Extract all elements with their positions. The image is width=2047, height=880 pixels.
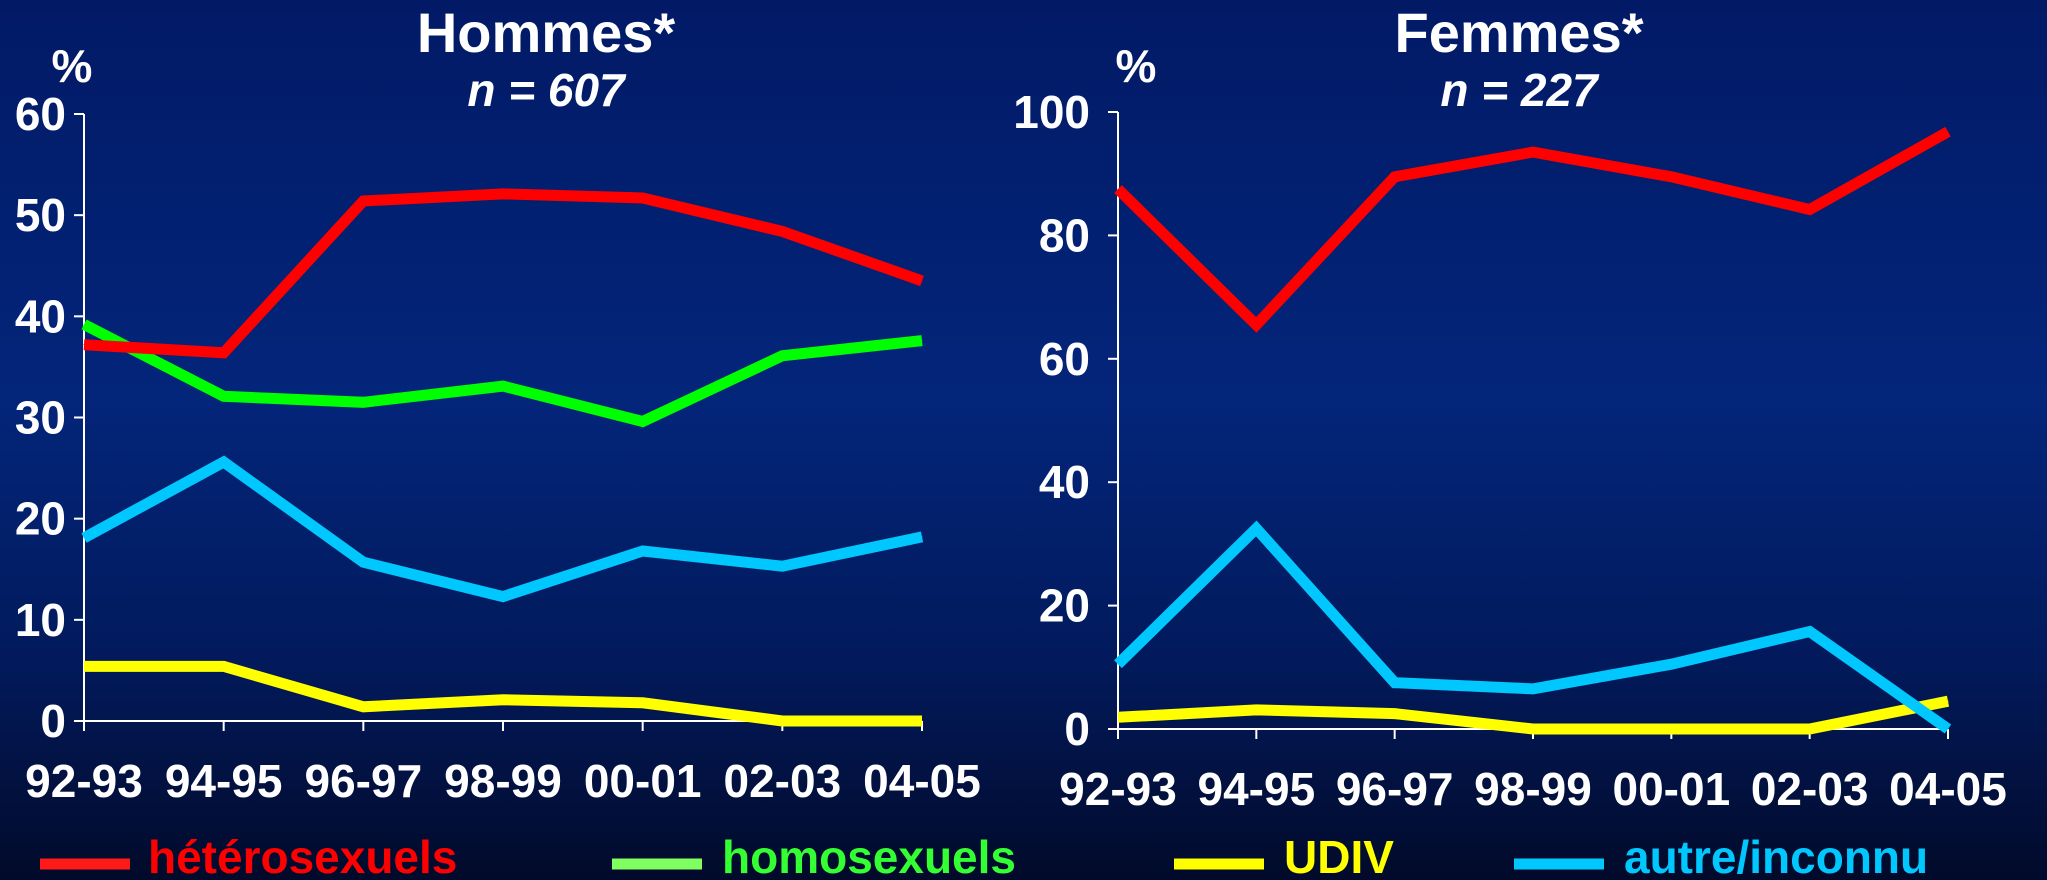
series-line-autre-inconnu [1114,520,1952,734]
y-tick-label-80: 80 [1039,209,1090,261]
data-point-autre-inconnu-98-99 [1532,688,1534,690]
series-line-udiv [1117,695,1950,735]
x-tick-label-00-01: 00-01 [584,755,702,807]
data-point-autre-inconnu-92-93 [1117,663,1119,665]
y-tick-label-10: 10 [15,594,66,646]
y-tick-label-60: 60 [1039,333,1090,385]
data-point-homosexuels-00-01 [642,421,644,423]
data-point-autre-inconnu-02-03 [1809,631,1811,633]
x-tick-label-96-97: 96-97 [1336,763,1454,815]
y-tick-label-50: 50 [15,189,66,241]
data-point-udiv-96-97 [362,706,364,708]
data-point-heterosexuels-04-05 [1947,131,1949,133]
data-point-autre-inconnu-94-95 [223,461,225,463]
data-point-heterosexuels-94-95 [223,352,225,354]
y-tick-label-20: 20 [15,493,66,545]
legend-label-udiv: UDIV [1284,831,1394,880]
data-point-udiv-00-01 [1670,728,1672,730]
chart-subtitle: n = 227 [1440,64,1600,116]
data-point-homosexuels-92-93 [83,323,85,325]
chart-subtitle: n = 607 [467,64,627,116]
y-axis-label: % [1116,40,1157,92]
series-line-heterosexuels [83,188,924,359]
data-point-heterosexuels-00-01 [642,197,644,199]
data-point-heterosexuels-02-03 [781,230,783,232]
data-point-heterosexuels-94-95 [1255,324,1257,326]
data-point-autre-inconnu-00-01 [1670,663,1672,665]
y-tick-label-0: 0 [1064,703,1090,755]
y-tick-label-100: 100 [1013,86,1090,138]
data-point-autre-inconnu-98-99 [502,596,504,598]
data-point-autre-inconnu-96-97 [1394,682,1396,684]
data-point-udiv-94-95 [223,665,225,667]
data-point-heterosexuels-02-03 [1809,208,1811,210]
x-tick-label-92-93: 92-93 [1059,763,1177,815]
data-point-homosexuels-98-99 [502,385,504,387]
y-tick-label-0: 0 [40,695,66,747]
y-tick-label-60: 60 [15,88,66,140]
data-point-udiv-96-97 [1394,713,1396,715]
x-tick-label-96-97: 96-97 [305,755,423,807]
data-point-heterosexuels-00-01 [1670,176,1672,178]
data-point-udiv-98-99 [1532,728,1534,730]
data-point-autre-inconnu-94-95 [1255,527,1257,529]
data-point-homosexuels-04-05 [921,340,923,342]
y-axis-label: % [52,40,93,92]
y-tick-label-30: 30 [15,392,66,444]
series-line-heterosexuels [1114,126,1951,333]
data-point-heterosexuels-92-93 [83,344,85,346]
x-tick-label-98-99: 98-99 [1474,763,1592,815]
data-point-homosexuels-02-03 [781,355,783,357]
legend: hétérosexuels homosexuels UDIV autre/inconn… [40,831,1928,880]
chart-hommes: Hommes*n = 607% 0 10 20 30 40 50 60 92-93 94-95 96… [15,1,981,807]
data-point-udiv-02-03 [1809,728,1811,730]
x-tick-label-04-05: 04-05 [863,755,981,807]
x-tick-label-98-99: 98-99 [444,755,562,807]
y-tick-label-40: 40 [1039,456,1090,508]
data-point-udiv-02-03 [781,720,783,722]
chart-title: Femmes* [1394,1,1643,64]
x-tick-label-02-03: 02-03 [724,755,842,807]
data-point-heterosexuels-96-97 [362,200,364,202]
data-point-autre-inconnu-00-01 [642,550,644,552]
data-point-udiv-98-99 [502,699,504,701]
y-tick-label-40: 40 [15,290,66,342]
data-point-autre-inconnu-02-03 [781,565,783,567]
series-line-homosexuels [81,319,923,428]
legend-label-homosexuels: homosexuels [722,831,1016,880]
data-point-udiv-92-93 [83,665,85,667]
data-point-udiv-04-05 [1947,700,1949,702]
data-point-heterosexuels-96-97 [1394,176,1396,178]
x-tick-label-94-95: 94-95 [1198,763,1316,815]
data-point-heterosexuels-04-05 [921,280,923,282]
x-tick-label-04-05: 04-05 [1889,763,2007,815]
data-point-heterosexuels-98-99 [1532,151,1534,153]
data-point-udiv-94-95 [1255,709,1257,711]
data-point-heterosexuels-98-99 [502,193,504,195]
series-line-udiv [84,660,922,727]
series-line-autre-inconnu [81,455,924,603]
data-point-homosexuels-94-95 [223,395,225,397]
chart-femmes: Femmes*n = 227% 0 20 40 60 80 100 92-93 94-95 96-… [1013,1,2007,815]
data-point-autre-inconnu-04-05 [1947,728,1949,730]
data-point-autre-inconnu-04-05 [921,536,923,538]
data-point-udiv-04-05 [921,720,923,722]
x-tick-label-02-03: 02-03 [1751,763,1869,815]
data-point-autre-inconnu-96-97 [362,561,364,563]
data-point-udiv-92-93 [1117,716,1119,718]
data-point-heterosexuels-92-93 [1117,188,1119,190]
x-tick-label-00-01: 00-01 [1613,763,1731,815]
x-tick-label-92-93: 92-93 [25,755,143,807]
y-tick-label-20: 20 [1039,580,1090,632]
legend-label-heterosexuels: hétérosexuels [148,831,457,880]
data-point-udiv-00-01 [642,702,644,704]
chart-title: Hommes* [417,1,676,64]
data-point-homosexuels-96-97 [362,401,364,403]
x-tick-label-94-95: 94-95 [165,755,283,807]
data-point-autre-inconnu-92-93 [83,537,85,539]
legend-label-autre-inconnu: autre/inconnu [1624,831,1928,880]
